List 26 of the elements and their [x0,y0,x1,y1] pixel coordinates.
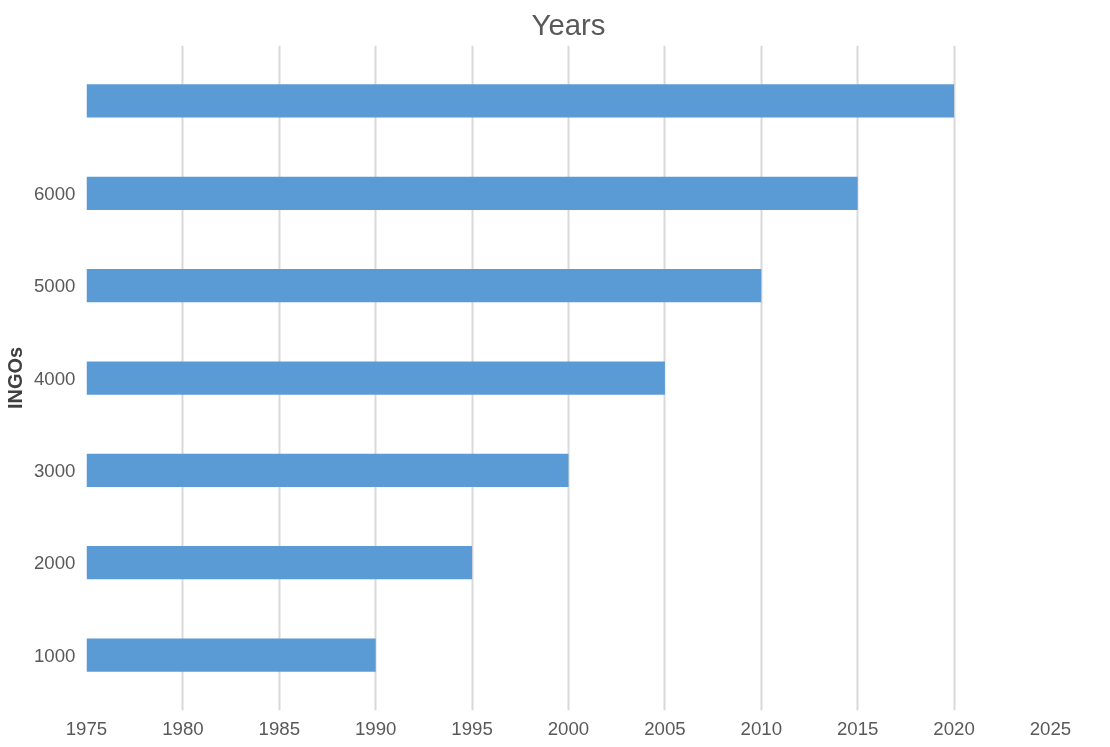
bar [86,546,473,580]
y-tick-label: 3000 [34,459,76,481]
y-tick-label: 2000 [34,552,76,574]
y-tick-label: 5000 [34,275,76,297]
bar [86,361,665,395]
x-tick-label: 2015 [836,717,879,739]
bar [86,176,858,210]
bar [86,453,569,487]
x-tick-label: 1975 [65,717,108,739]
chart-title: Years [531,7,606,41]
y-tick-label: 6000 [34,182,76,204]
x-tick-label: 1995 [451,717,493,739]
x-tick-label: 2000 [547,717,590,739]
x-tick-label: 2005 [644,717,686,739]
x-tick-label: 2010 [740,717,783,739]
x-tick-label: 2025 [1029,717,1072,739]
x-tick-label: 1980 [162,717,204,739]
bar [86,269,762,303]
bar [86,638,376,672]
bar [86,84,955,118]
y-tick-label: 4000 [34,367,76,389]
x-tick-label: 2020 [933,717,975,739]
y-axis-title: INGOs [4,346,26,410]
y-tick-label: 1000 [34,644,76,666]
x-tick-label: 1990 [354,717,397,739]
x-tick-label: 1985 [258,717,301,739]
